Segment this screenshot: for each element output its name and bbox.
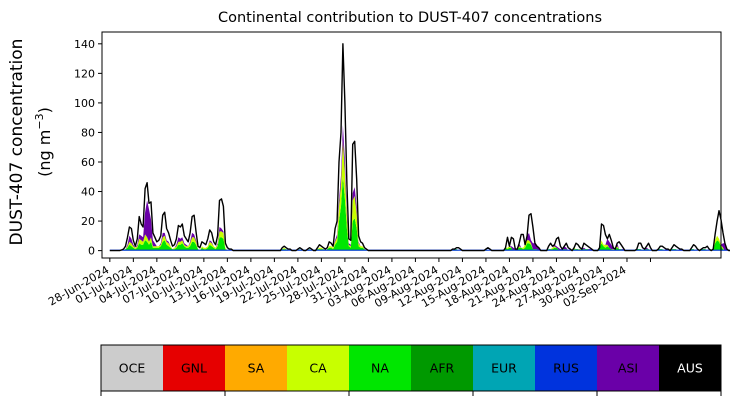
legend-label-sa: SA xyxy=(248,361,265,376)
y-tick-label: 60 xyxy=(81,156,95,169)
legend-label-eur: EUR xyxy=(491,361,517,376)
y-unit-sup: −3 xyxy=(33,113,46,129)
legend-frame xyxy=(100,344,722,392)
y-tick-label: 40 xyxy=(81,186,95,199)
legend-label-aus: AUS xyxy=(677,361,703,376)
chart-title: Continental contribution to DUST-407 con… xyxy=(218,10,602,26)
legend-label-oce: OCE xyxy=(119,361,146,376)
legend-label-asi: ASI xyxy=(618,361,638,376)
y-tick-label: 120 xyxy=(74,67,95,80)
legend-label-afr: AFR xyxy=(430,361,455,376)
legend-swatch-oce xyxy=(101,345,163,391)
y-tick-label: 100 xyxy=(74,97,95,110)
legend-swatch-afr xyxy=(411,345,473,391)
plot-background xyxy=(102,32,721,258)
plot-frame xyxy=(101,31,722,259)
y-tick-label: 20 xyxy=(81,215,95,228)
legend-colorbar: OCE GNL SA CA NA AFR EUR RUS ASI AUS xyxy=(100,344,722,396)
y-tick-label: 0 xyxy=(88,245,95,258)
legend-swatch-sa xyxy=(225,345,287,391)
y-unit-post: ) xyxy=(35,107,54,113)
series-total-line xyxy=(109,43,730,252)
legend-label-na: NA xyxy=(371,361,389,376)
y-tick-label: 140 xyxy=(74,38,95,51)
y-unit-pre: (ng m xyxy=(35,130,54,177)
y-axis-label-line1: DUST-407 concentration xyxy=(7,39,27,246)
y-axis: 0 20 40 60 80 100 120 140 xyxy=(74,38,102,258)
legend-swatch-aus xyxy=(659,345,721,391)
plot-area xyxy=(101,31,730,259)
legend-swatch-gnl xyxy=(163,345,225,391)
x-axis: 28-Jun-202401-Jul-202404-Jul-202407-Jul-… xyxy=(46,258,651,310)
legend-swatch-asi xyxy=(597,345,659,391)
legend-swatch-rus xyxy=(535,345,597,391)
legend-swatch-eur xyxy=(473,345,535,391)
legend-swatch-na xyxy=(349,345,411,391)
y-tick-label: 80 xyxy=(81,126,95,139)
y-axis-unit: (ng m−3) xyxy=(33,107,54,177)
legend-label-rus: RUS xyxy=(553,361,579,376)
legend-label-gnl: GNL xyxy=(181,361,207,376)
legend-swatch-ca xyxy=(287,345,349,391)
legend-label-ca: CA xyxy=(309,361,327,376)
y-axis-unit-label: (ng m−3) xyxy=(33,107,54,177)
y-axis-label: DUST-407 concentration xyxy=(7,39,27,246)
